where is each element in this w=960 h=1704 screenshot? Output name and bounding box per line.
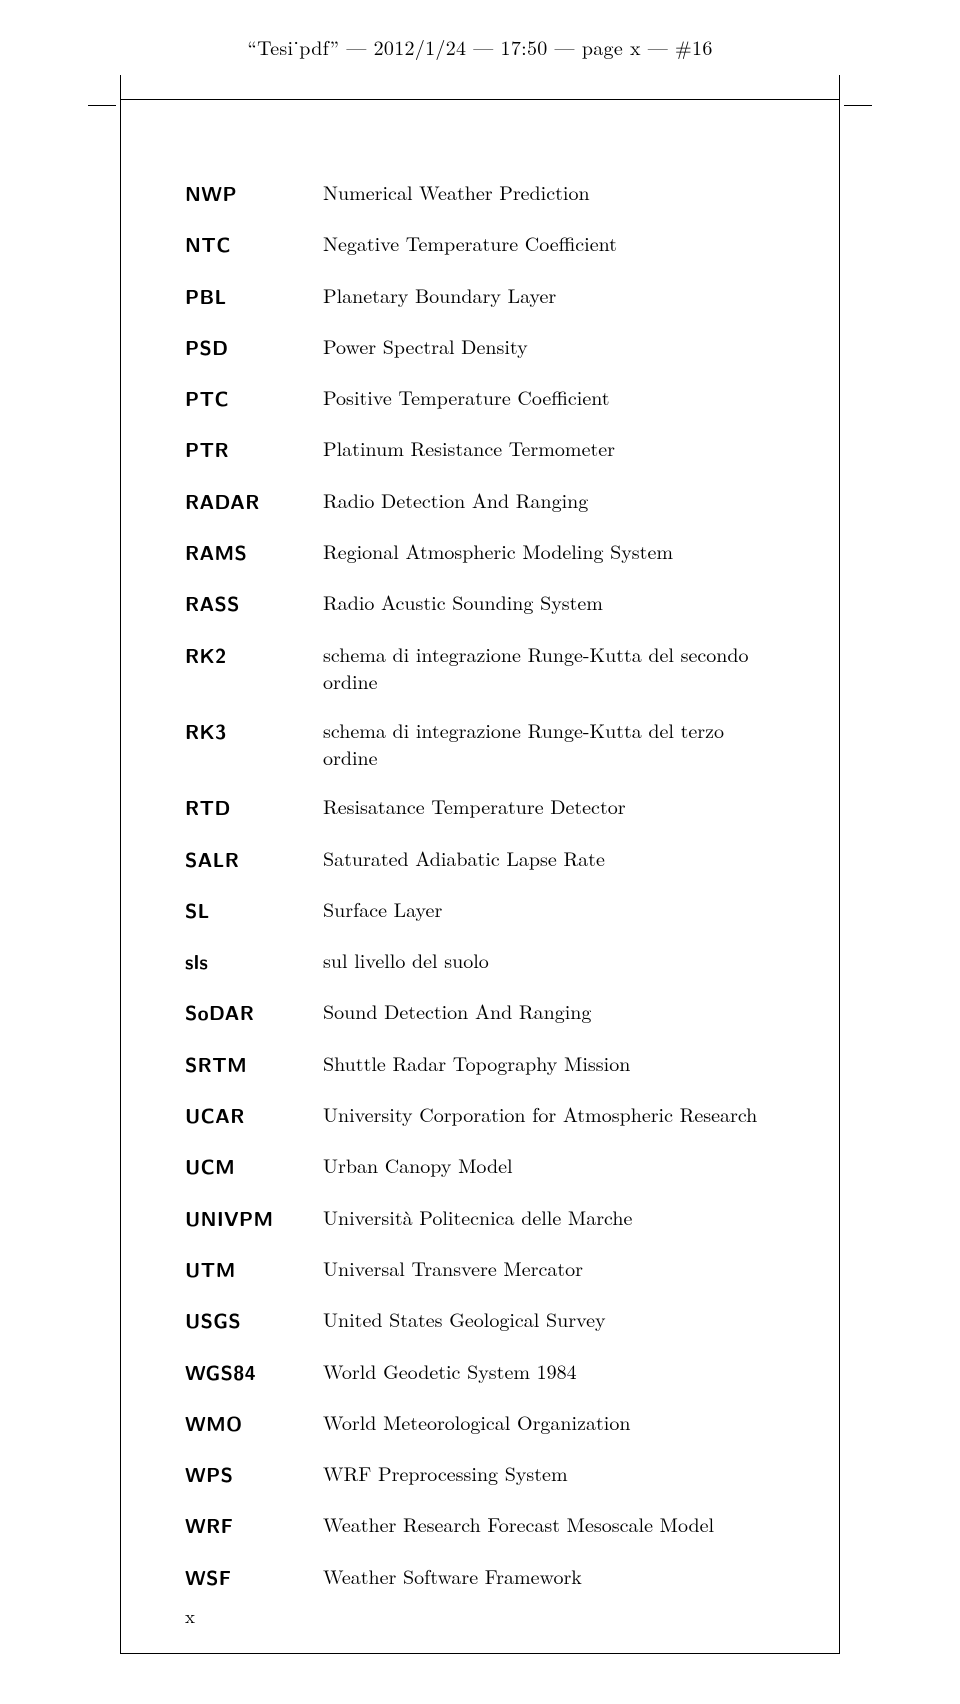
glossary-definition: Università Politecnica delle Marche (323, 1203, 775, 1254)
glossary-definition: Sound Detection And Ranging (323, 997, 775, 1048)
page-number: x (185, 1602, 195, 1629)
glossary-definition: Regional Atmospheric Modeling System (323, 537, 775, 588)
glossary-row: RK2schema di integrazione Runge-Kutta de… (185, 640, 775, 716)
glossary-term: UNIVPM (185, 1203, 323, 1254)
glossary-row: WGS84World Geodetic System 1984 (185, 1357, 775, 1408)
glossary-term: WRF (185, 1510, 323, 1561)
glossary-definition: WRF Preprocessing System (323, 1459, 775, 1510)
glossary-term: RK2 (185, 640, 323, 716)
crop-header: “Tesi˙pdf” — 2012/1/24 — 17:50 — page x … (0, 32, 960, 61)
glossary-definition: Radio Acustic Sounding System (323, 588, 775, 639)
glossary-row: UTMUniversal Transvere Mercator (185, 1254, 775, 1305)
glossary-row: USGSUnited States Geological Survey (185, 1305, 775, 1356)
glossary-definition: schema di integrazione Runge-Kutta del t… (323, 716, 775, 792)
glossary-definition: World Meteorological Organization (323, 1408, 775, 1459)
glossary-term: sls (185, 946, 323, 997)
glossary-term: PTC (185, 383, 323, 434)
glossary-row: slssul livello del suolo (185, 946, 775, 997)
crop-mark-icon (844, 105, 872, 106)
glossary-definition: Universal Transvere Mercator (323, 1254, 775, 1305)
glossary-row: UNIVPMUniversità Politecnica delle March… (185, 1203, 775, 1254)
glossary-row: WSFWeather Software Framework (185, 1562, 775, 1613)
glossary-row: SLSurface Layer (185, 895, 775, 946)
glossary-row: PTRPlatinum Resistance Termometer (185, 434, 775, 485)
glossary-list: NWPNumerical Weather PredictionNTCNegati… (185, 178, 775, 1613)
glossary-definition: Positive Temperature Coefficient (323, 383, 775, 434)
glossary-term: USGS (185, 1305, 323, 1356)
page-container: “Tesi˙pdf” — 2012/1/24 — 17:50 — page x … (0, 0, 960, 1704)
glossary-definition: schema di integrazione Runge-Kutta del s… (323, 640, 775, 716)
glossary-row: RASSRadio Acustic Sounding System (185, 588, 775, 639)
glossary-definition: Negative Temperature Coefficient (323, 229, 775, 280)
glossary-row: RADARRadio Detection And Ranging (185, 486, 775, 537)
glossary-term: SRTM (185, 1049, 323, 1100)
glossary-row: RK3schema di integrazione Runge-Kutta de… (185, 716, 775, 792)
glossary-term: WMO (185, 1408, 323, 1459)
glossary-term: SoDAR (185, 997, 323, 1048)
glossary-term: WPS (185, 1459, 323, 1510)
glossary-definition: United States Geological Survey (323, 1305, 775, 1356)
glossary-row: SoDARSound Detection And Ranging (185, 997, 775, 1048)
glossary-term: RAMS (185, 537, 323, 588)
glossary-definition: Shuttle Radar Topography Mission (323, 1049, 775, 1100)
glossary-term: NWP (185, 178, 323, 229)
glossary-term: RADAR (185, 486, 323, 537)
glossary-row: SRTMShuttle Radar Topography Mission (185, 1049, 775, 1100)
glossary-term: UCAR (185, 1100, 323, 1151)
glossary-definition: World Geodetic System 1984 (323, 1357, 775, 1408)
content-frame: NWPNumerical Weather PredictionNTCNegati… (120, 99, 840, 1654)
glossary-row: RTDResisatance Temperature Detector (185, 792, 775, 843)
glossary-definition: Planetary Boundary Layer (323, 281, 775, 332)
glossary-definition: Surface Layer (323, 895, 775, 946)
glossary-definition: University Corporation for Atmospheric R… (323, 1100, 775, 1151)
glossary-definition: Resisatance Temperature Detector (323, 792, 775, 843)
glossary-term: RK3 (185, 716, 323, 792)
glossary-definition: Saturated Adiabatic Lapse Rate (323, 844, 775, 895)
glossary-row: PBLPlanetary Boundary Layer (185, 281, 775, 332)
glossary-term: SL (185, 895, 323, 946)
crop-mark-icon (88, 105, 116, 106)
glossary-row: UCARUniversity Corporation for Atmospher… (185, 1100, 775, 1151)
glossary-term: WSF (185, 1562, 323, 1613)
glossary-row: PTCPositive Temperature Coefficient (185, 383, 775, 434)
glossary-definition: sul livello del suolo (323, 946, 775, 997)
glossary-term: NTC (185, 229, 323, 280)
glossary-term: RTD (185, 792, 323, 843)
glossary-definition: Urban Canopy Model (323, 1151, 775, 1202)
glossary-term: PSD (185, 332, 323, 383)
glossary-definition: Numerical Weather Prediction (323, 178, 775, 229)
glossary-term: UTM (185, 1254, 323, 1305)
glossary-definition: Weather Research Forecast Mesoscale Mode… (323, 1510, 775, 1561)
glossary-row: NTCNegative Temperature Coefficient (185, 229, 775, 280)
glossary-row: RAMSRegional Atmospheric Modeling System (185, 537, 775, 588)
glossary-row: WMOWorld Meteorological Organization (185, 1408, 775, 1459)
glossary-definition: Power Spectral Density (323, 332, 775, 383)
glossary-definition: Weather Software Framework (323, 1562, 775, 1613)
glossary-row: UCMUrban Canopy Model (185, 1151, 775, 1202)
glossary-row: PSDPower Spectral Density (185, 332, 775, 383)
glossary-row: WRFWeather Research Forecast Mesoscale M… (185, 1510, 775, 1561)
glossary-term: PBL (185, 281, 323, 332)
glossary-definition: Platinum Resistance Termometer (323, 434, 775, 485)
glossary-row: SALRSaturated Adiabatic Lapse Rate (185, 844, 775, 895)
glossary-term: WGS84 (185, 1357, 323, 1408)
glossary-term: PTR (185, 434, 323, 485)
glossary-term: RASS (185, 588, 323, 639)
glossary-row: NWPNumerical Weather Prediction (185, 178, 775, 229)
glossary-term: SALR (185, 844, 323, 895)
glossary-term: UCM (185, 1151, 323, 1202)
glossary-definition: Radio Detection And Ranging (323, 486, 775, 537)
glossary-row: WPSWRF Preprocessing System (185, 1459, 775, 1510)
